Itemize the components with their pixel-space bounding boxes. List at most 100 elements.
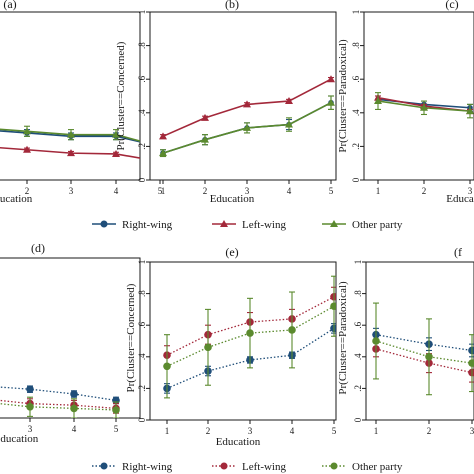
series-line-left-wing <box>0 399 117 410</box>
data-point-left-wing <box>243 100 251 108</box>
series-line-other-party <box>0 128 140 142</box>
y-tick-label: .4 <box>351 109 361 116</box>
data-point-left-wing <box>23 145 31 153</box>
data-point-other-party <box>70 404 78 413</box>
legend-marker <box>330 462 338 470</box>
x-tick-label: 1 <box>165 426 170 436</box>
data-point-left-wing <box>285 97 293 105</box>
series-group <box>0 125 164 165</box>
data-point-other-party <box>285 120 293 128</box>
data-point-other-party <box>466 107 474 115</box>
data-point-left-wing <box>156 158 164 165</box>
data-point-other-party <box>112 130 120 138</box>
series-line-other-party <box>0 403 117 411</box>
panel-label: (c) <box>445 0 458 11</box>
y-axis-label: Pr(Cluster==Concerned) <box>125 283 137 392</box>
data-point-other-party <box>204 343 212 352</box>
x-tick-label: 3 <box>69 186 74 196</box>
x-tick-label: 5 <box>114 424 119 434</box>
y-tick-label: .4 <box>353 353 363 360</box>
y-tick-label: .4 <box>137 353 147 360</box>
panel-label: (a) <box>3 0 16 11</box>
y-tick-label: 1 <box>351 10 361 15</box>
panel-1: (a) 2 3 4 5 Education <box>0 0 164 205</box>
legend-marker <box>220 462 228 470</box>
series-group <box>372 302 474 396</box>
y-tick-label: .8 <box>351 42 361 49</box>
data-point-other-party <box>159 149 167 157</box>
plot-frame <box>0 11 141 181</box>
panel-5: (e) 0 .2 .4 .6 .8 1 Pr(Cluster==Concerned) 1 2 3 4 5… <box>125 245 337 448</box>
x-tick-label: 1 <box>376 186 381 196</box>
series-line-right-wing <box>0 386 117 402</box>
y-tick-label: .8 <box>353 290 363 297</box>
x-tick-label: 1 <box>161 186 166 196</box>
x-tick-label: 5 <box>332 426 337 436</box>
y-tick-label: .6 <box>351 75 361 82</box>
legend-label: Right-wing <box>122 461 173 473</box>
series-line-left-wing <box>166 296 335 356</box>
series-group <box>374 92 474 119</box>
data-point-other-party <box>112 406 120 414</box>
plot-frame <box>363 11 474 181</box>
data-point-other-party <box>327 98 335 106</box>
data-point-other-party <box>243 123 251 131</box>
plot-frame <box>149 11 337 181</box>
x-axis-label: Education <box>0 433 39 445</box>
panel-3: (c) 0 .2 .4 .6 .8 1 Pr(Cluster==Paradoxical) 1 2 3… <box>337 0 474 205</box>
data-point-other-party <box>420 103 428 111</box>
data-point-other-party <box>468 359 474 367</box>
data-point-right-wing <box>330 324 336 333</box>
x-tick-label: 3 <box>245 186 250 196</box>
y-tick-label: .6 <box>137 321 147 328</box>
panel-label: (b) <box>225 0 239 11</box>
y-axis-label: Pr(Cluster==Concerned) <box>115 41 127 150</box>
y-tick-label: 1 <box>353 260 363 265</box>
x-tick-label: 3 <box>28 424 33 434</box>
y-tick-label: 0 <box>137 417 147 422</box>
data-point-left-wing <box>67 149 75 157</box>
series-line-other-party <box>375 340 473 364</box>
y-tick-label: 0 <box>353 417 363 422</box>
x-axis-label: Education <box>210 193 255 205</box>
data-point-other-party <box>374 97 382 105</box>
data-point-other-party <box>26 403 34 411</box>
y-tick-label: .4 <box>137 109 147 116</box>
legend-marker <box>220 220 228 227</box>
legend-label: Other party <box>352 219 403 231</box>
y-tick-label: .2 <box>351 143 361 150</box>
legend-label: Left-wing <box>242 461 286 473</box>
series-group <box>0 385 120 418</box>
data-point-left-wing <box>327 75 335 83</box>
x-tick-label: 3 <box>470 426 474 436</box>
panel-4: (d) 3 4 5 Education <box>0 241 141 445</box>
legend-marker <box>100 462 108 470</box>
panel-2: (b) 0 .2 .4 .6 .8 1 Pr(Cluster==Concerned) 1 2 3 4 5… <box>115 0 337 205</box>
data-point-other-party <box>425 353 433 361</box>
y-axis-label: Pr(Cluster==Paradoxical) <box>337 281 349 395</box>
data-point-other-party <box>372 337 380 345</box>
x-axis-label: Educa <box>446 193 474 205</box>
data-point-right-wing <box>157 144 163 150</box>
legend_top: Right-wing Left-wing Other party <box>92 219 403 231</box>
panel-label: (d) <box>31 241 45 255</box>
y-tick-label: .8 <box>137 42 147 49</box>
series-line-right-wing <box>375 334 473 352</box>
legend_bottom: Right-wing Left-wing Other party <box>92 461 403 473</box>
x-tick-label: 1 <box>374 426 379 436</box>
legend-label: Right-wing <box>122 219 173 231</box>
data-point-right-wing <box>26 385 34 394</box>
series-line-right-wing <box>0 130 140 143</box>
x-tick-label: 5 <box>329 186 334 196</box>
legend-marker <box>330 220 338 227</box>
y-tick-label: .2 <box>137 143 147 150</box>
panel-label: (f <box>454 245 462 259</box>
data-point-right-wing <box>468 346 474 355</box>
y-tick-label: .2 <box>353 385 363 392</box>
x-tick-label: 2 <box>422 186 427 196</box>
y-tick-label: 1 <box>137 10 147 15</box>
data-point-other-party <box>67 130 75 138</box>
y-tick-label: .8 <box>137 290 147 297</box>
plot-frame <box>365 261 474 421</box>
data-point-left-wing <box>159 132 167 140</box>
